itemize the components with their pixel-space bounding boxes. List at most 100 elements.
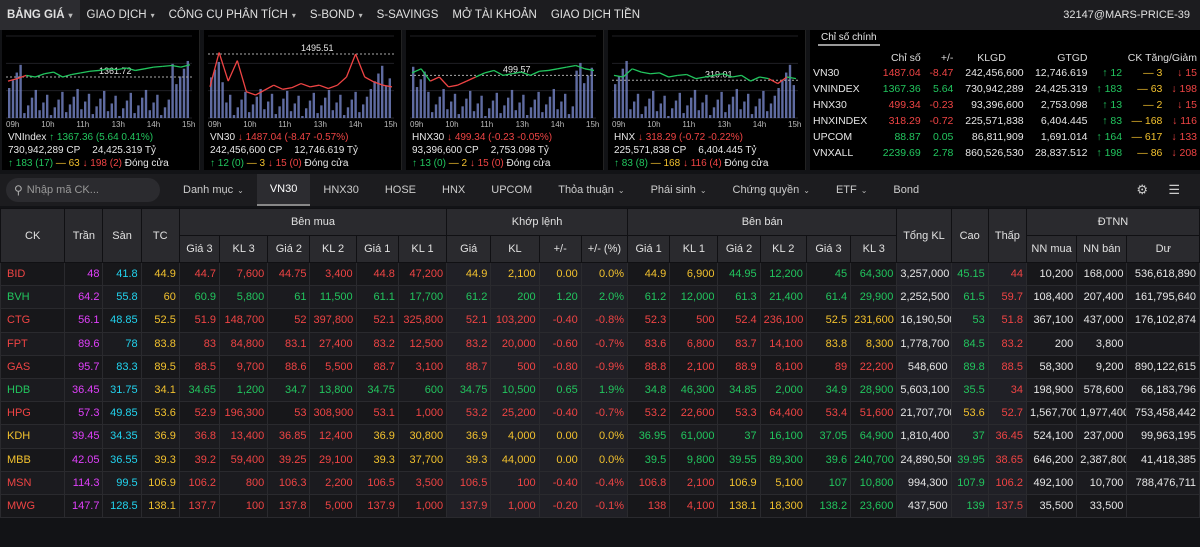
chart-vnindex[interactable]: 1361.72 09h 10h 11h 13h 14h 15h VNIndex ↑ 1367.… (2, 30, 200, 170)
index-row[interactable]: VNINDEX 1367.36 5.64 730,942,289 24,425.319 ↑… (810, 81, 1200, 97)
tab-bond[interactable]: Bond (880, 174, 932, 206)
volume-bar (179, 76, 182, 118)
index-row[interactable]: HNX30 499.34 -0.23 93,396,600 2,753.098 ↑ 13 —… (810, 97, 1200, 113)
price-line-segment (71, 72, 81, 76)
volume-bar (655, 111, 659, 118)
stock-row-mbb[interactable]: MBB 42.05 36.55 39.3 39.2 59,400 39.25 29,100 39… (0, 447, 1200, 472)
tab-vn30[interactable]: VN30 (256, 174, 311, 206)
volume-bar (743, 101, 746, 118)
stock-row-hdb[interactable]: HDB 36.45 31.75 34.1 34.65 1,200 34.7 13,800 34.… (0, 377, 1200, 403)
price-line-segment (429, 76, 440, 82)
bid-1-volume: 1,000 (397, 493, 448, 519)
price-line-segment (144, 66, 154, 70)
index-amount: 24,425.319 Tỷ (92, 145, 157, 156)
account-label[interactable]: 32147@MARS-PRICE-39 (1063, 9, 1190, 21)
nav-item-5[interactable]: MỞ TÀI KHOẢN (445, 0, 543, 30)
index-amount: 24,425.319 (1034, 83, 1088, 95)
matched-price: 34.75 (446, 377, 492, 403)
chevron-down-icon: ⌄ (237, 185, 244, 195)
stock-row-gas[interactable]: GAS 95.7 83.3 89.5 88.5 9,700 88.6 5,500 88.7 3,1… (0, 354, 1200, 379)
volume-bar (579, 62, 582, 118)
floor-price: 78 (102, 331, 142, 356)
volume-bar (167, 99, 170, 118)
volume-bar (373, 81, 376, 118)
foreign-room (1126, 331, 1200, 356)
volume-bar (560, 101, 563, 118)
price-line-segment (218, 52, 229, 82)
bid-3-volume: 9,700 (219, 354, 269, 379)
ask-2-volume: 12,200 (759, 261, 807, 287)
subheader: Giá 1 (627, 235, 671, 263)
tab-main-indices[interactable]: Chỉ số chính (818, 30, 880, 46)
stock-row-mwg[interactable]: MWG 147.7 128.5 138.1 137.7 100 137.8 5,000 137.… (0, 493, 1200, 519)
search-box[interactable]: ⚲ (6, 178, 160, 202)
stock-row-msn[interactable]: MSN 114.3 99.5 106.9 106.2 800 106.3 2,200 106.5… (0, 470, 1200, 495)
foreign-buy: 1,567,700 (1025, 401, 1078, 426)
index-row[interactable]: VN30 1487.04 -8.47 242,456,600 12,746.619 ↑ 1… (810, 65, 1200, 81)
volume-bar (27, 105, 30, 118)
foreign-sell: 578,600 (1076, 377, 1128, 403)
price-line-segment (584, 68, 595, 72)
ask-2-volume: 8,100 (759, 354, 807, 379)
tab-hnx[interactable]: HNX (429, 174, 478, 206)
stock-row-ctg[interactable]: CTG 56.1 48.85 52.5 51.9 148,700 52 397,800 52.1… (0, 308, 1200, 333)
volume-bar (274, 114, 277, 118)
tab-danh-m-c[interactable]: Danh mục ⌄ (170, 174, 257, 206)
volume-bar (412, 66, 415, 118)
bid-2-volume: 3,400 (309, 261, 357, 287)
volume-bar (369, 88, 372, 118)
nav-item-3[interactable]: S-BOND ▾ (303, 0, 370, 30)
stock-row-fpt[interactable]: FPT 89.6 78 83.8 83 84,800 83.1 27,400 83.2 12,50… (0, 331, 1200, 356)
stock-row-bid[interactable]: BID 48 41.8 44.9 44.7 7,600 44.75 3,400 44.8 47,2… (0, 261, 1200, 287)
bid-2-volume: 308,900 (309, 401, 357, 426)
chart-hnx[interactable]: 319.01 09h 10h 11h 13h 14h 15h HNX ↓ 318.29 (-0… (608, 30, 806, 170)
bid-2-volume: 11,500 (309, 285, 357, 310)
nav-item-label: BẢNG GIÁ (7, 9, 65, 21)
menu-icon[interactable]: ☰ (1168, 182, 1180, 197)
tab-ch-ng-quy-n[interactable]: Chứng quyền ⌄ (720, 174, 823, 206)
nav-item-6[interactable]: GIAO DỊCH TIỀN (544, 0, 647, 30)
chart-hnx30[interactable]: 499.57 09h 10h 11h 13h 14h 15h HNX30 ↓ 499.34 (… (406, 30, 604, 170)
index-row[interactable]: VNXALL 2239.69 2.78 860,526,530 28,837.512 ↑ … (810, 145, 1200, 161)
chart-vn30[interactable]: 1495.51 09h 10h 11h 13h 14h 15h VN30 ↓ 1487.04 … (204, 30, 402, 170)
low-price: 88.5 (987, 354, 1027, 379)
tab-hose[interactable]: HOSE (372, 174, 429, 206)
price-line-segment (493, 69, 504, 76)
stock-row-bvh[interactable]: BVH 64.2 55.8 60 60.9 5,800 61 11,500 61.1 17,700… (0, 285, 1200, 310)
volume-bar (331, 110, 334, 118)
volume-bar (210, 77, 213, 118)
chevron-down-icon: ▾ (68, 10, 73, 20)
ceiling-price: 114.3 (64, 470, 104, 495)
nav-item-4[interactable]: S-SAVINGS (370, 0, 446, 30)
stock-row-kdh[interactable]: KDH 39.45 34.35 36.9 36.8 13,400 36.85 12,400 36… (0, 424, 1200, 449)
ask-3-volume: 64,300 (850, 261, 898, 287)
tab-upcom[interactable]: UPCOM (478, 174, 545, 206)
index-row[interactable]: HNXINDEX 318.29 -0.72 225,571,838 6,404.445 ↑… (810, 113, 1200, 129)
nav-item-1[interactable]: GIAO DỊCH ▾ (80, 0, 162, 30)
chart-volume-row: 93,396,600 CP 2,753.098 Tỷ (412, 145, 549, 156)
volume-bar (758, 98, 761, 118)
price-line-segment (704, 74, 715, 78)
gear-icon[interactable]: ⚙ (1136, 182, 1148, 197)
tab-hnx30[interactable]: HNX30 (310, 174, 371, 206)
search-input[interactable] (26, 184, 147, 196)
volume-bar (263, 109, 266, 118)
tab-etf[interactable]: ETF ⌄ (823, 174, 880, 206)
index-row[interactable]: UPCOM 88.87 0.05 86,811,909 1,691.014 ↑ 164 — … (810, 129, 1200, 145)
ask-1-price: 52.3 (627, 308, 671, 333)
volume-bar (305, 108, 308, 118)
volume-bar (652, 90, 655, 118)
stock-row-hpg[interactable]: HPG 57.3 49.85 53.6 52.9 196,300 53 308,900 53.1… (0, 401, 1200, 426)
nav-item-0[interactable]: BẢNG GIÁ ▾ (0, 0, 80, 30)
time-tick-label: 15h (384, 120, 397, 128)
index-volume: 242,456,600 (965, 67, 1024, 79)
advance-count: ↑ 13 (0) (412, 158, 449, 169)
volume-bar (788, 64, 792, 118)
volume-bar (472, 111, 476, 118)
volume-bar (240, 99, 243, 118)
nav-item-2[interactable]: CÔNG CỤ PHÂN TÍCH ▾ (162, 0, 303, 30)
tab-th-a-thu-n[interactable]: Thỏa thuận ⌄ (545, 174, 637, 206)
subheader: KL (490, 235, 540, 263)
price-line-segment (354, 53, 366, 78)
tab-ph-i-sinh[interactable]: Phái sinh ⌄ (638, 174, 720, 206)
